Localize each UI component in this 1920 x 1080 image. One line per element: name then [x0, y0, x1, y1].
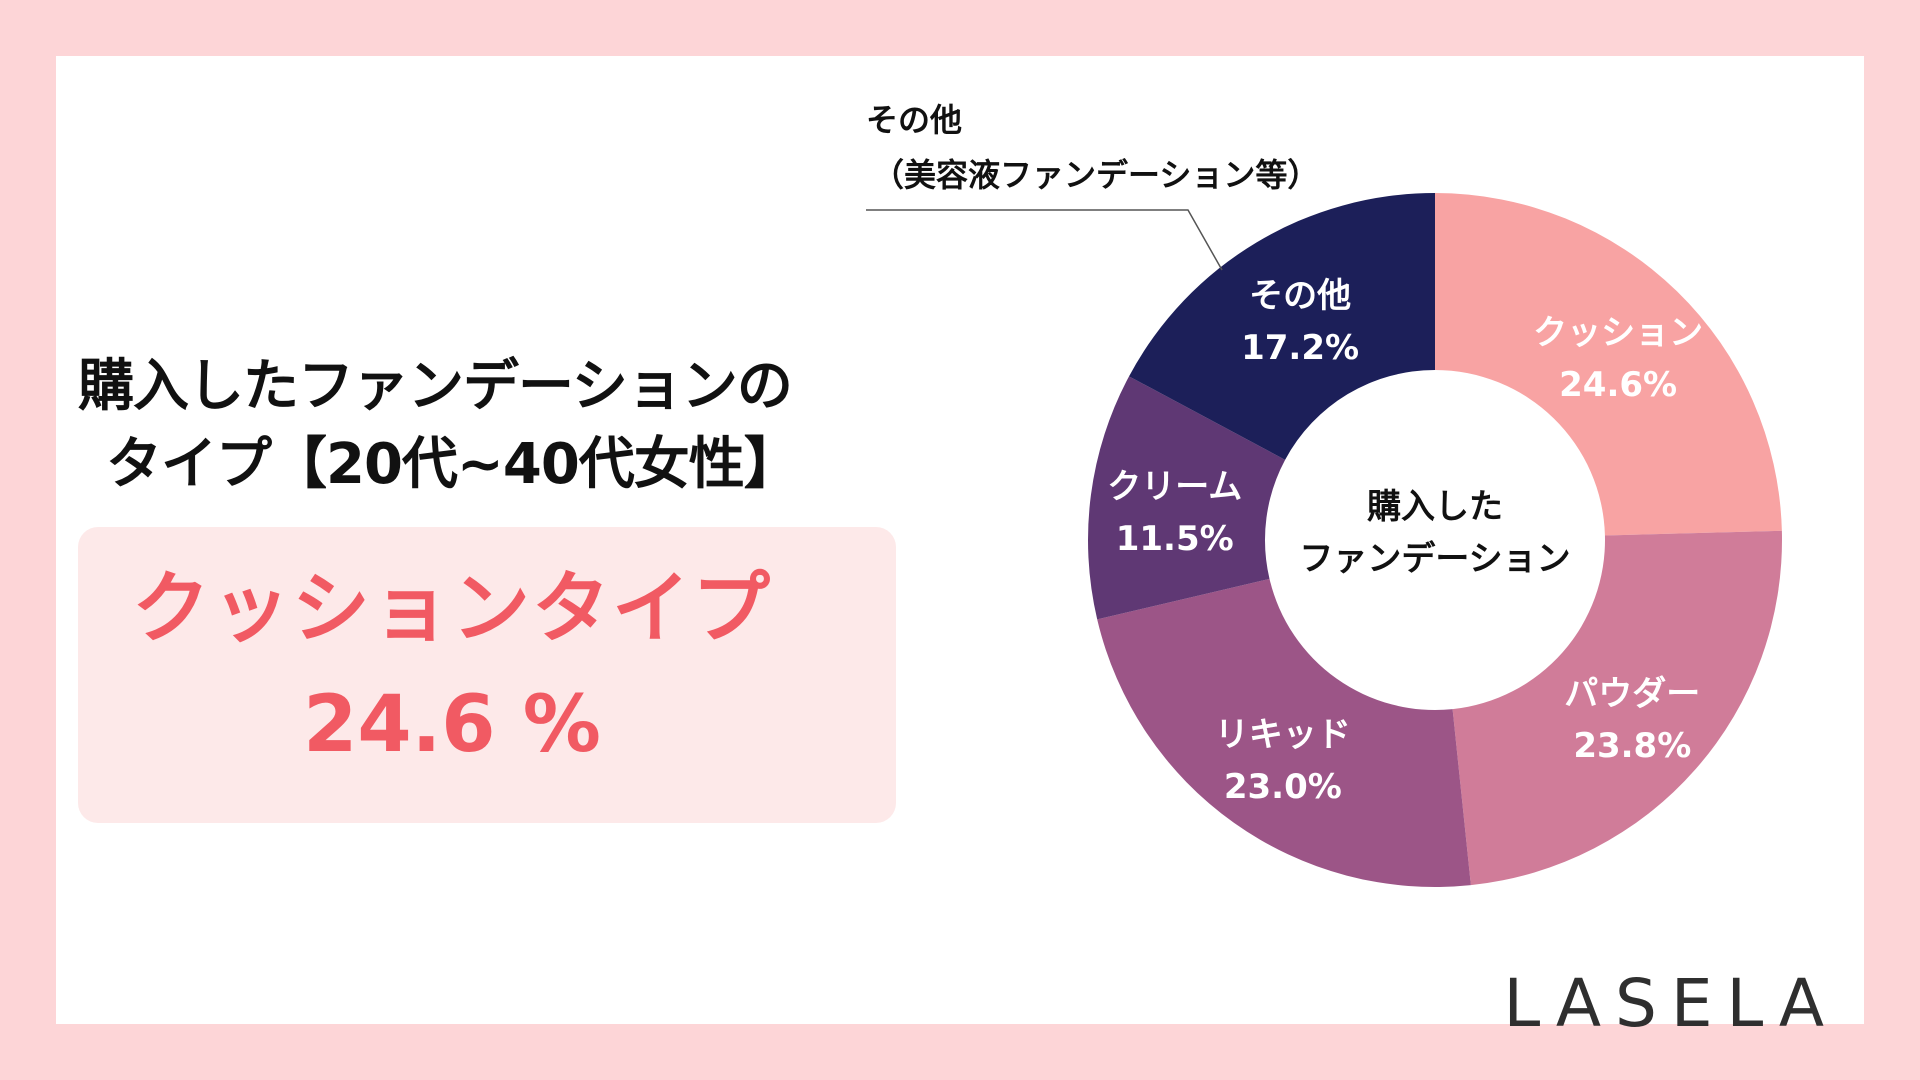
- donut-slice-0: [1435, 193, 1782, 536]
- donut-slice-4: [1129, 193, 1435, 460]
- highlight-value: 24.6 %: [303, 680, 601, 770]
- donut-slice-1: [1452, 530, 1782, 886]
- chart-title: 購入したファンデーションの タイプ【20代~40代女性】: [78, 348, 938, 504]
- donut-slice-labels: クッション 24.6% パウダー 23.8% リキッド 23.0% クリーム 11.5% その他…: [1107, 276, 1703, 807]
- donut-slices: [1088, 193, 1782, 887]
- slice-label-1: パウダー: [1564, 674, 1700, 714]
- annotation-leader-line: [866, 209, 1223, 271]
- slice-label-4: その他: [1249, 276, 1351, 316]
- highlight-label: クッションタイプ: [131, 564, 772, 654]
- brand-logo: LASELA: [1503, 965, 1838, 1042]
- slice-value-0: 24.6%: [1559, 365, 1677, 405]
- donut-slice-2: [1097, 578, 1471, 887]
- center-label-line-2: ファンデーション: [1299, 539, 1570, 579]
- slice-label-2: リキッド: [1215, 715, 1351, 755]
- annotation-other: その他 （美容液ファンデーション等）: [866, 101, 1319, 271]
- slice-value-1: 23.8%: [1573, 726, 1691, 766]
- annotation-line-2: （美容液ファンデーション等）: [872, 156, 1319, 194]
- slice-label-3: クリーム: [1107, 467, 1242, 507]
- highlight-box: クッションタイプ 24.6 %: [78, 527, 896, 823]
- chart-title-line-2: タイプ【20代~40代女性】: [106, 432, 800, 497]
- donut-center-label: 購入した ファンデーション: [1299, 487, 1570, 579]
- donut-slice-3: [1088, 376, 1286, 620]
- chart-title-line-1: 購入したファンデーションの: [78, 354, 793, 419]
- annotation-line-1: その他: [866, 101, 962, 139]
- center-label-line-1: 購入した: [1367, 487, 1503, 527]
- slice-value-3: 11.5%: [1116, 519, 1234, 559]
- slice-value-2: 23.0%: [1224, 767, 1342, 807]
- slice-value-4: 17.2%: [1241, 328, 1359, 368]
- slice-label-0: クッション: [1533, 313, 1703, 353]
